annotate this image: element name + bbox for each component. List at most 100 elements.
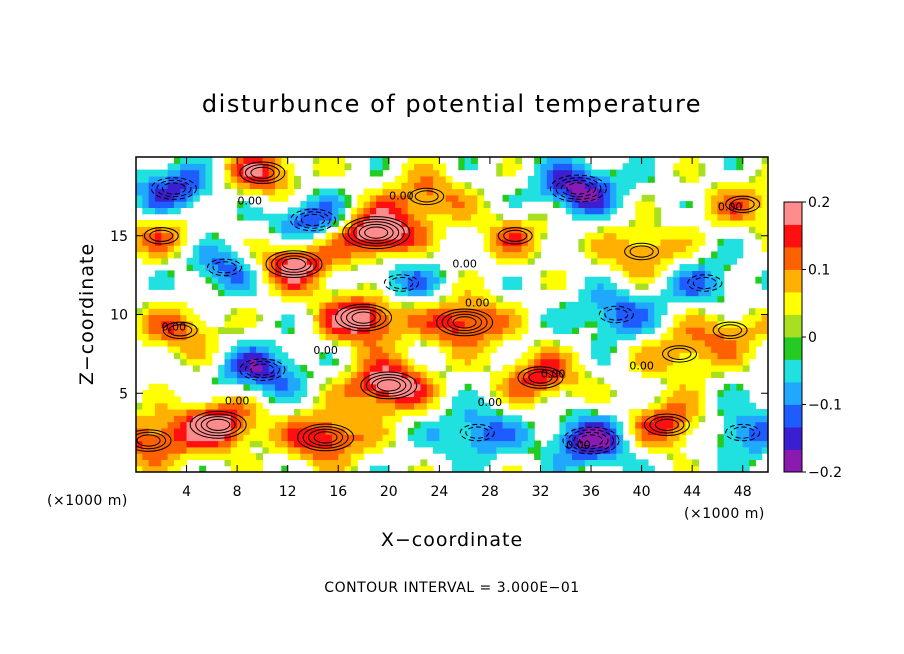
field-cell <box>584 390 592 397</box>
field-cell <box>319 308 327 316</box>
field-cell <box>673 402 681 410</box>
field-cell <box>692 358 700 366</box>
field-cell <box>407 175 415 183</box>
field-cell <box>338 188 346 196</box>
field-cell <box>426 371 434 379</box>
field-cell <box>603 283 611 290</box>
field-cell <box>559 415 567 423</box>
field-cell <box>281 465 289 472</box>
field-cell <box>256 383 263 391</box>
field-cell <box>452 352 459 360</box>
negative-contour <box>604 308 629 321</box>
field-cell <box>730 402 737 410</box>
field-cell <box>319 251 327 259</box>
field-cell <box>704 289 712 297</box>
field-cell <box>553 163 561 171</box>
field-cell <box>452 194 459 202</box>
field-cell <box>325 352 333 360</box>
field-cell <box>205 402 213 410</box>
field-cell <box>376 409 384 416</box>
field-cell <box>660 358 668 366</box>
field-cell <box>237 283 245 290</box>
field-cell <box>666 377 674 385</box>
field-cell <box>622 270 630 278</box>
field-cell <box>698 339 706 347</box>
field-cell <box>742 314 750 322</box>
field-cell <box>199 163 207 171</box>
field-cell <box>692 320 700 328</box>
field-cell <box>597 459 605 467</box>
field-cell <box>572 213 579 221</box>
field-cell <box>597 182 605 190</box>
field-cell <box>369 339 377 347</box>
field-cell <box>312 396 320 404</box>
field-cell <box>319 415 327 423</box>
field-cell <box>426 270 434 278</box>
field-cell <box>673 396 681 404</box>
field-cell <box>673 339 681 347</box>
field-cell <box>439 390 447 397</box>
field-cell <box>420 390 428 397</box>
field-cell <box>458 295 466 303</box>
field-cell <box>616 289 624 297</box>
field-cell <box>369 415 377 423</box>
field-cell <box>275 251 282 259</box>
field-cell <box>508 465 516 472</box>
field-cell <box>458 346 466 353</box>
field-cell <box>717 264 725 271</box>
field-cell <box>496 421 504 429</box>
field-cell <box>749 339 756 347</box>
field-cell <box>603 421 611 429</box>
field-cell <box>464 352 472 360</box>
field-cell <box>704 213 712 221</box>
field-cell <box>344 339 352 347</box>
field-cell <box>275 352 282 360</box>
field-cell <box>395 226 403 234</box>
field-cell <box>610 459 617 467</box>
field-cell <box>647 314 655 322</box>
field-cell <box>452 295 459 303</box>
field-cell <box>173 465 181 472</box>
field-cell <box>306 301 314 309</box>
field-cell <box>584 377 592 385</box>
field-cell <box>698 320 706 328</box>
field-cell <box>452 415 459 423</box>
field-cell <box>230 283 238 290</box>
field-cell <box>660 390 668 397</box>
field-cell <box>414 251 421 259</box>
field-cell <box>635 434 643 442</box>
field-cell <box>319 157 327 164</box>
x-tick-label: 40 <box>633 484 651 500</box>
field-cell <box>704 371 712 379</box>
positive-contour <box>149 229 174 242</box>
field-cell <box>742 427 750 435</box>
field-cell <box>319 409 327 416</box>
field-cell <box>647 163 655 171</box>
field-cell <box>647 402 655 410</box>
field-cell <box>426 320 434 328</box>
field-cell <box>521 358 529 366</box>
field-cell <box>136 194 143 202</box>
y-tick-label: 15 <box>110 229 128 245</box>
field-cell <box>755 175 763 183</box>
field-cell <box>489 383 497 391</box>
field-cell <box>243 396 251 404</box>
field-cell <box>685 427 693 435</box>
field-cell <box>540 352 548 360</box>
field-cell <box>414 289 421 297</box>
field-cell <box>281 220 289 227</box>
field-cell <box>622 465 630 472</box>
field-cell <box>211 453 219 460</box>
field-cell <box>597 421 605 429</box>
field-cell <box>445 440 453 448</box>
field-cell <box>477 409 485 416</box>
field-cell <box>224 276 232 284</box>
field-cell <box>508 440 516 448</box>
field-cell <box>647 207 655 215</box>
field-cell <box>489 308 497 316</box>
field-cell <box>407 289 415 297</box>
field-cell <box>679 396 687 404</box>
field-cell <box>161 182 169 190</box>
field-cell <box>256 364 263 372</box>
field-cell <box>553 327 561 334</box>
